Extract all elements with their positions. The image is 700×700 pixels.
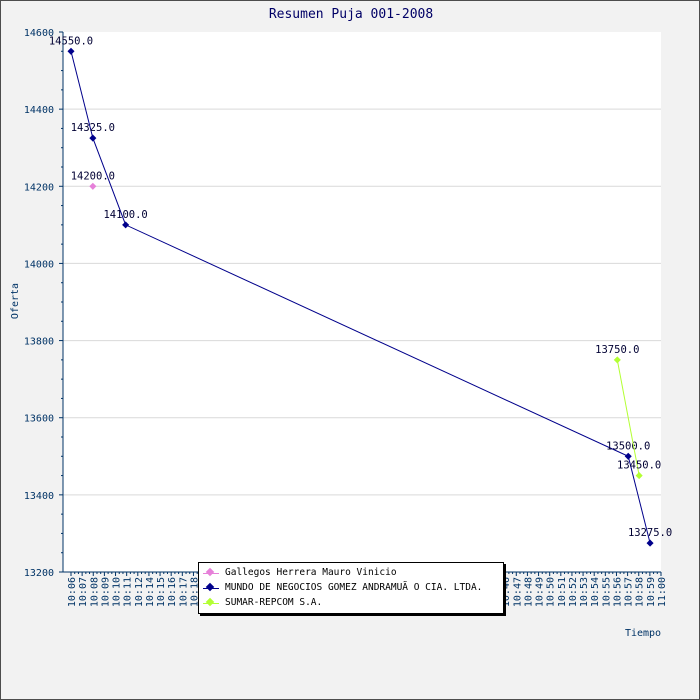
x-axis-label: Tiempo bbox=[625, 628, 661, 639]
y-tick-label: 13600 bbox=[24, 414, 54, 425]
x-tick-label: 10:10 bbox=[112, 577, 123, 607]
x-tick-label: 10:17 bbox=[178, 577, 189, 607]
data-point bbox=[613, 356, 621, 364]
x-tick-label: 10:14 bbox=[145, 577, 156, 607]
x-tick-label: 10:52 bbox=[568, 577, 579, 607]
x-tick-label: 10:09 bbox=[100, 577, 111, 607]
y-tick-label: 13200 bbox=[24, 568, 54, 579]
legend-item-mundo: MUNDO DE NEGOCIOS GOMEZ ANDRAMUÃ O CIA. … bbox=[203, 581, 482, 595]
y-tick-label: 13800 bbox=[24, 337, 54, 348]
y-tick-label: 13400 bbox=[24, 491, 54, 502]
series-layer: 14200.0 14550.0 14325.0 14100.0 13500.0 13275… bbox=[49, 35, 672, 547]
data-label: 14325.0 bbox=[71, 122, 115, 134]
chart-title: Resumen Puja 001-2008 bbox=[269, 7, 433, 22]
data-label: 13450.0 bbox=[617, 460, 661, 472]
x-tick-label: 10:50 bbox=[546, 577, 557, 607]
legend-swatch-mundo bbox=[203, 582, 219, 594]
x-tick-label: 11:00 bbox=[657, 577, 668, 607]
legend-item-sumar: SUMAR-REPCOM S.A. bbox=[203, 596, 322, 610]
x-tick-label: 10:47 bbox=[512, 577, 523, 607]
legend-label-sumar: SUMAR-REPCOM S.A. bbox=[225, 597, 323, 608]
x-tick-label: 10:49 bbox=[535, 577, 546, 607]
x-tick-label: 10:08 bbox=[89, 577, 100, 607]
data-point bbox=[624, 452, 632, 460]
grid-lines bbox=[63, 108, 661, 496]
y-tick-label: 14600 bbox=[24, 28, 54, 39]
legend-label-gallegos: Gallegos Herrera Mauro Vinicio bbox=[225, 567, 397, 578]
x-tick-label: 10:57 bbox=[624, 577, 635, 607]
legend: Gallegos Herrera Mauro Vinicio MUNDO DE … bbox=[198, 562, 504, 614]
x-tick-label: 10:15 bbox=[156, 577, 167, 607]
data-label: 14550.0 bbox=[49, 35, 93, 47]
x-tick-label: 10:54 bbox=[590, 577, 601, 607]
data-point bbox=[635, 472, 643, 480]
x-tick-label: 10:59 bbox=[646, 577, 657, 607]
x-tick-label: 10:16 bbox=[167, 577, 178, 607]
x-tick-label: 10:06 bbox=[67, 577, 78, 607]
x-tick-label: 10:07 bbox=[78, 577, 89, 607]
x-tick-label: 10:55 bbox=[601, 577, 612, 607]
x-tick-label: 10:53 bbox=[579, 577, 590, 607]
x-tick-label: 10:12 bbox=[134, 577, 145, 607]
y-tick-label: 14200 bbox=[24, 182, 54, 193]
y-axis-label: Oferta bbox=[10, 283, 21, 319]
data-label: 13275.0 bbox=[628, 527, 672, 539]
x-tick-label: 10:46 bbox=[501, 577, 512, 607]
data-label: 14100.0 bbox=[103, 209, 147, 221]
legend-label-mundo: MUNDO DE NEGOCIOS GOMEZ ANDRAMUÃ O CIA. … bbox=[225, 582, 483, 593]
x-tick-label: 10:48 bbox=[523, 577, 534, 607]
data-point bbox=[89, 134, 97, 142]
legend-item-gallegos: Gallegos Herrera Mauro Vinicio bbox=[203, 566, 397, 580]
data-point bbox=[646, 539, 654, 547]
x-tick-label: 10:18 bbox=[189, 577, 200, 607]
data-label: 13500.0 bbox=[606, 440, 650, 452]
legend-swatch-sumar bbox=[203, 597, 219, 609]
y-tick-label: 14000 bbox=[24, 259, 54, 270]
series-line-2 bbox=[616, 359, 640, 476]
legend-swatch-gallegos bbox=[203, 567, 219, 579]
data-label: 14200.0 bbox=[71, 170, 115, 182]
data-label: 13750.0 bbox=[595, 344, 639, 356]
plot-area bbox=[63, 32, 661, 572]
x-tick-label: 10:51 bbox=[557, 577, 568, 607]
data-point bbox=[122, 221, 130, 229]
data-point bbox=[89, 182, 97, 190]
x-tick-label: 10:11 bbox=[123, 577, 134, 607]
y-tick-label: 14400 bbox=[24, 105, 54, 116]
x-tick-label: 10:58 bbox=[635, 577, 646, 607]
x-tick-label: 10:56 bbox=[612, 577, 623, 607]
